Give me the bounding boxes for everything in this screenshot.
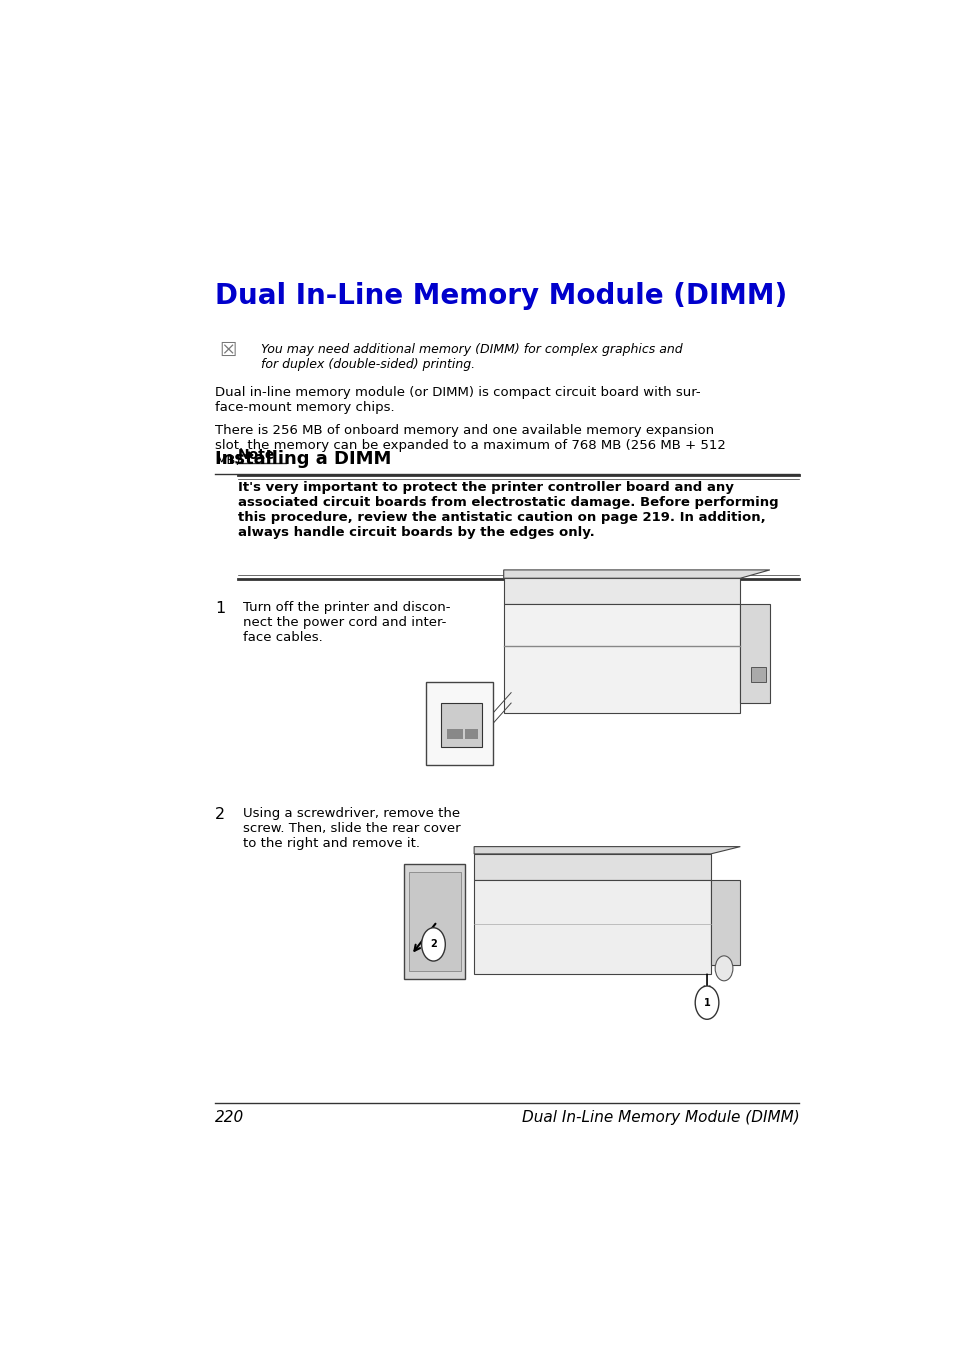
Polygon shape bbox=[446, 730, 462, 739]
Text: It's very important to protect the printer controller board and any
associated c: It's very important to protect the print… bbox=[237, 481, 778, 539]
Circle shape bbox=[421, 928, 445, 961]
Text: 2: 2 bbox=[430, 939, 436, 950]
Text: Dual in-line memory module (or DIMM) is compact circuit board with sur-
face-mou: Dual in-line memory module (or DIMM) is … bbox=[215, 386, 700, 413]
Text: 220: 220 bbox=[215, 1109, 244, 1125]
Text: 1: 1 bbox=[703, 997, 710, 1008]
Text: 1: 1 bbox=[215, 601, 225, 616]
Polygon shape bbox=[474, 847, 740, 854]
Polygon shape bbox=[426, 682, 492, 766]
Circle shape bbox=[715, 957, 732, 981]
Polygon shape bbox=[503, 578, 740, 604]
Circle shape bbox=[695, 986, 719, 1019]
Polygon shape bbox=[474, 880, 710, 974]
Text: Installing a DIMM: Installing a DIMM bbox=[215, 450, 392, 467]
Polygon shape bbox=[710, 880, 740, 965]
Text: Note: Note bbox=[237, 447, 274, 462]
Polygon shape bbox=[464, 730, 477, 739]
Text: Turn off the printer and discon-
nect the power cord and inter-
face cables.: Turn off the printer and discon- nect th… bbox=[243, 601, 451, 644]
Polygon shape bbox=[740, 604, 769, 703]
Polygon shape bbox=[503, 570, 769, 578]
Polygon shape bbox=[403, 865, 465, 978]
Polygon shape bbox=[474, 854, 710, 880]
Text: You may need additional memory (DIMM) for complex graphics and
for duplex (doubl: You may need additional memory (DIMM) fo… bbox=[261, 343, 682, 372]
Text: Using a screwdriver, remove the
screw. Then, slide the rear cover
to the right a: Using a screwdriver, remove the screw. T… bbox=[243, 807, 460, 850]
Text: There is 256 MB of onboard memory and one available memory expansion
slot. the m: There is 256 MB of onboard memory and on… bbox=[215, 424, 725, 467]
Text: 2: 2 bbox=[215, 807, 225, 823]
Text: ☒: ☒ bbox=[219, 340, 236, 361]
Polygon shape bbox=[409, 871, 460, 971]
Polygon shape bbox=[751, 666, 765, 682]
Polygon shape bbox=[440, 703, 481, 747]
Text: Dual In-Line Memory Module (DIMM): Dual In-Line Memory Module (DIMM) bbox=[215, 282, 787, 309]
Polygon shape bbox=[503, 604, 740, 713]
Text: Dual In-Line Memory Module (DIMM): Dual In-Line Memory Module (DIMM) bbox=[521, 1109, 799, 1125]
